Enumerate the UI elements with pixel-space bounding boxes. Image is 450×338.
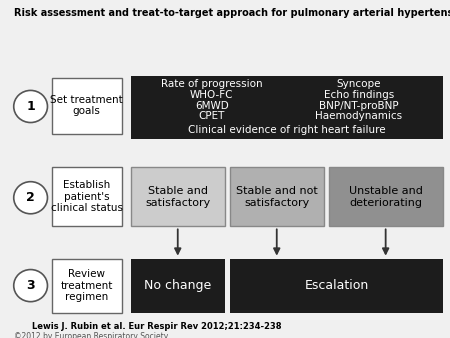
Bar (52, 78, 122, 134)
Text: Review
treatment
regimen: Review treatment regimen (60, 269, 113, 302)
Text: 6MWD: 6MWD (195, 101, 229, 111)
Text: Echo findings: Echo findings (324, 90, 394, 100)
Text: Stable and
satisfactory: Stable and satisfactory (145, 186, 210, 208)
Bar (52, 259, 122, 313)
Text: WHO-FC: WHO-FC (190, 90, 234, 100)
Bar (230, 259, 443, 313)
Text: BNP/NT-proBNP: BNP/NT-proBNP (319, 101, 399, 111)
Text: Stable and not
satisfactory: Stable and not satisfactory (236, 186, 318, 208)
Bar (230, 167, 324, 226)
Bar (130, 167, 225, 226)
Text: 2: 2 (26, 191, 35, 204)
Ellipse shape (14, 90, 48, 122)
Bar (130, 76, 443, 139)
Text: ©2012 by European Respiratory Society: ©2012 by European Respiratory Society (14, 332, 168, 338)
Text: 1: 1 (26, 100, 35, 113)
Text: Clinical evidence of right heart failure: Clinical evidence of right heart failure (188, 125, 386, 136)
Text: Lewis J. Rubin et al. Eur Respir Rev 2012;21:234-238: Lewis J. Rubin et al. Eur Respir Rev 201… (32, 322, 281, 331)
Text: Rate of progression: Rate of progression (161, 79, 263, 89)
Text: Set treatment
goals: Set treatment goals (50, 95, 123, 116)
Text: Haemodynamics: Haemodynamics (315, 111, 402, 121)
Text: No change: No change (144, 279, 212, 292)
Text: Syncope: Syncope (337, 79, 381, 89)
Text: Unstable and
deteriorating: Unstable and deteriorating (349, 186, 423, 208)
Text: Risk assessment and treat-to-target approach for pulmonary arterial hypertension: Risk assessment and treat-to-target appr… (14, 8, 450, 19)
Ellipse shape (14, 182, 48, 214)
Ellipse shape (14, 270, 48, 301)
Bar (130, 259, 225, 313)
Bar (328, 167, 443, 226)
Bar (52, 167, 122, 226)
Text: Establish
patient's
clinical status: Establish patient's clinical status (50, 180, 122, 214)
Text: CPET: CPET (198, 111, 225, 121)
Text: 3: 3 (26, 279, 35, 292)
Text: Escalation: Escalation (304, 279, 369, 292)
